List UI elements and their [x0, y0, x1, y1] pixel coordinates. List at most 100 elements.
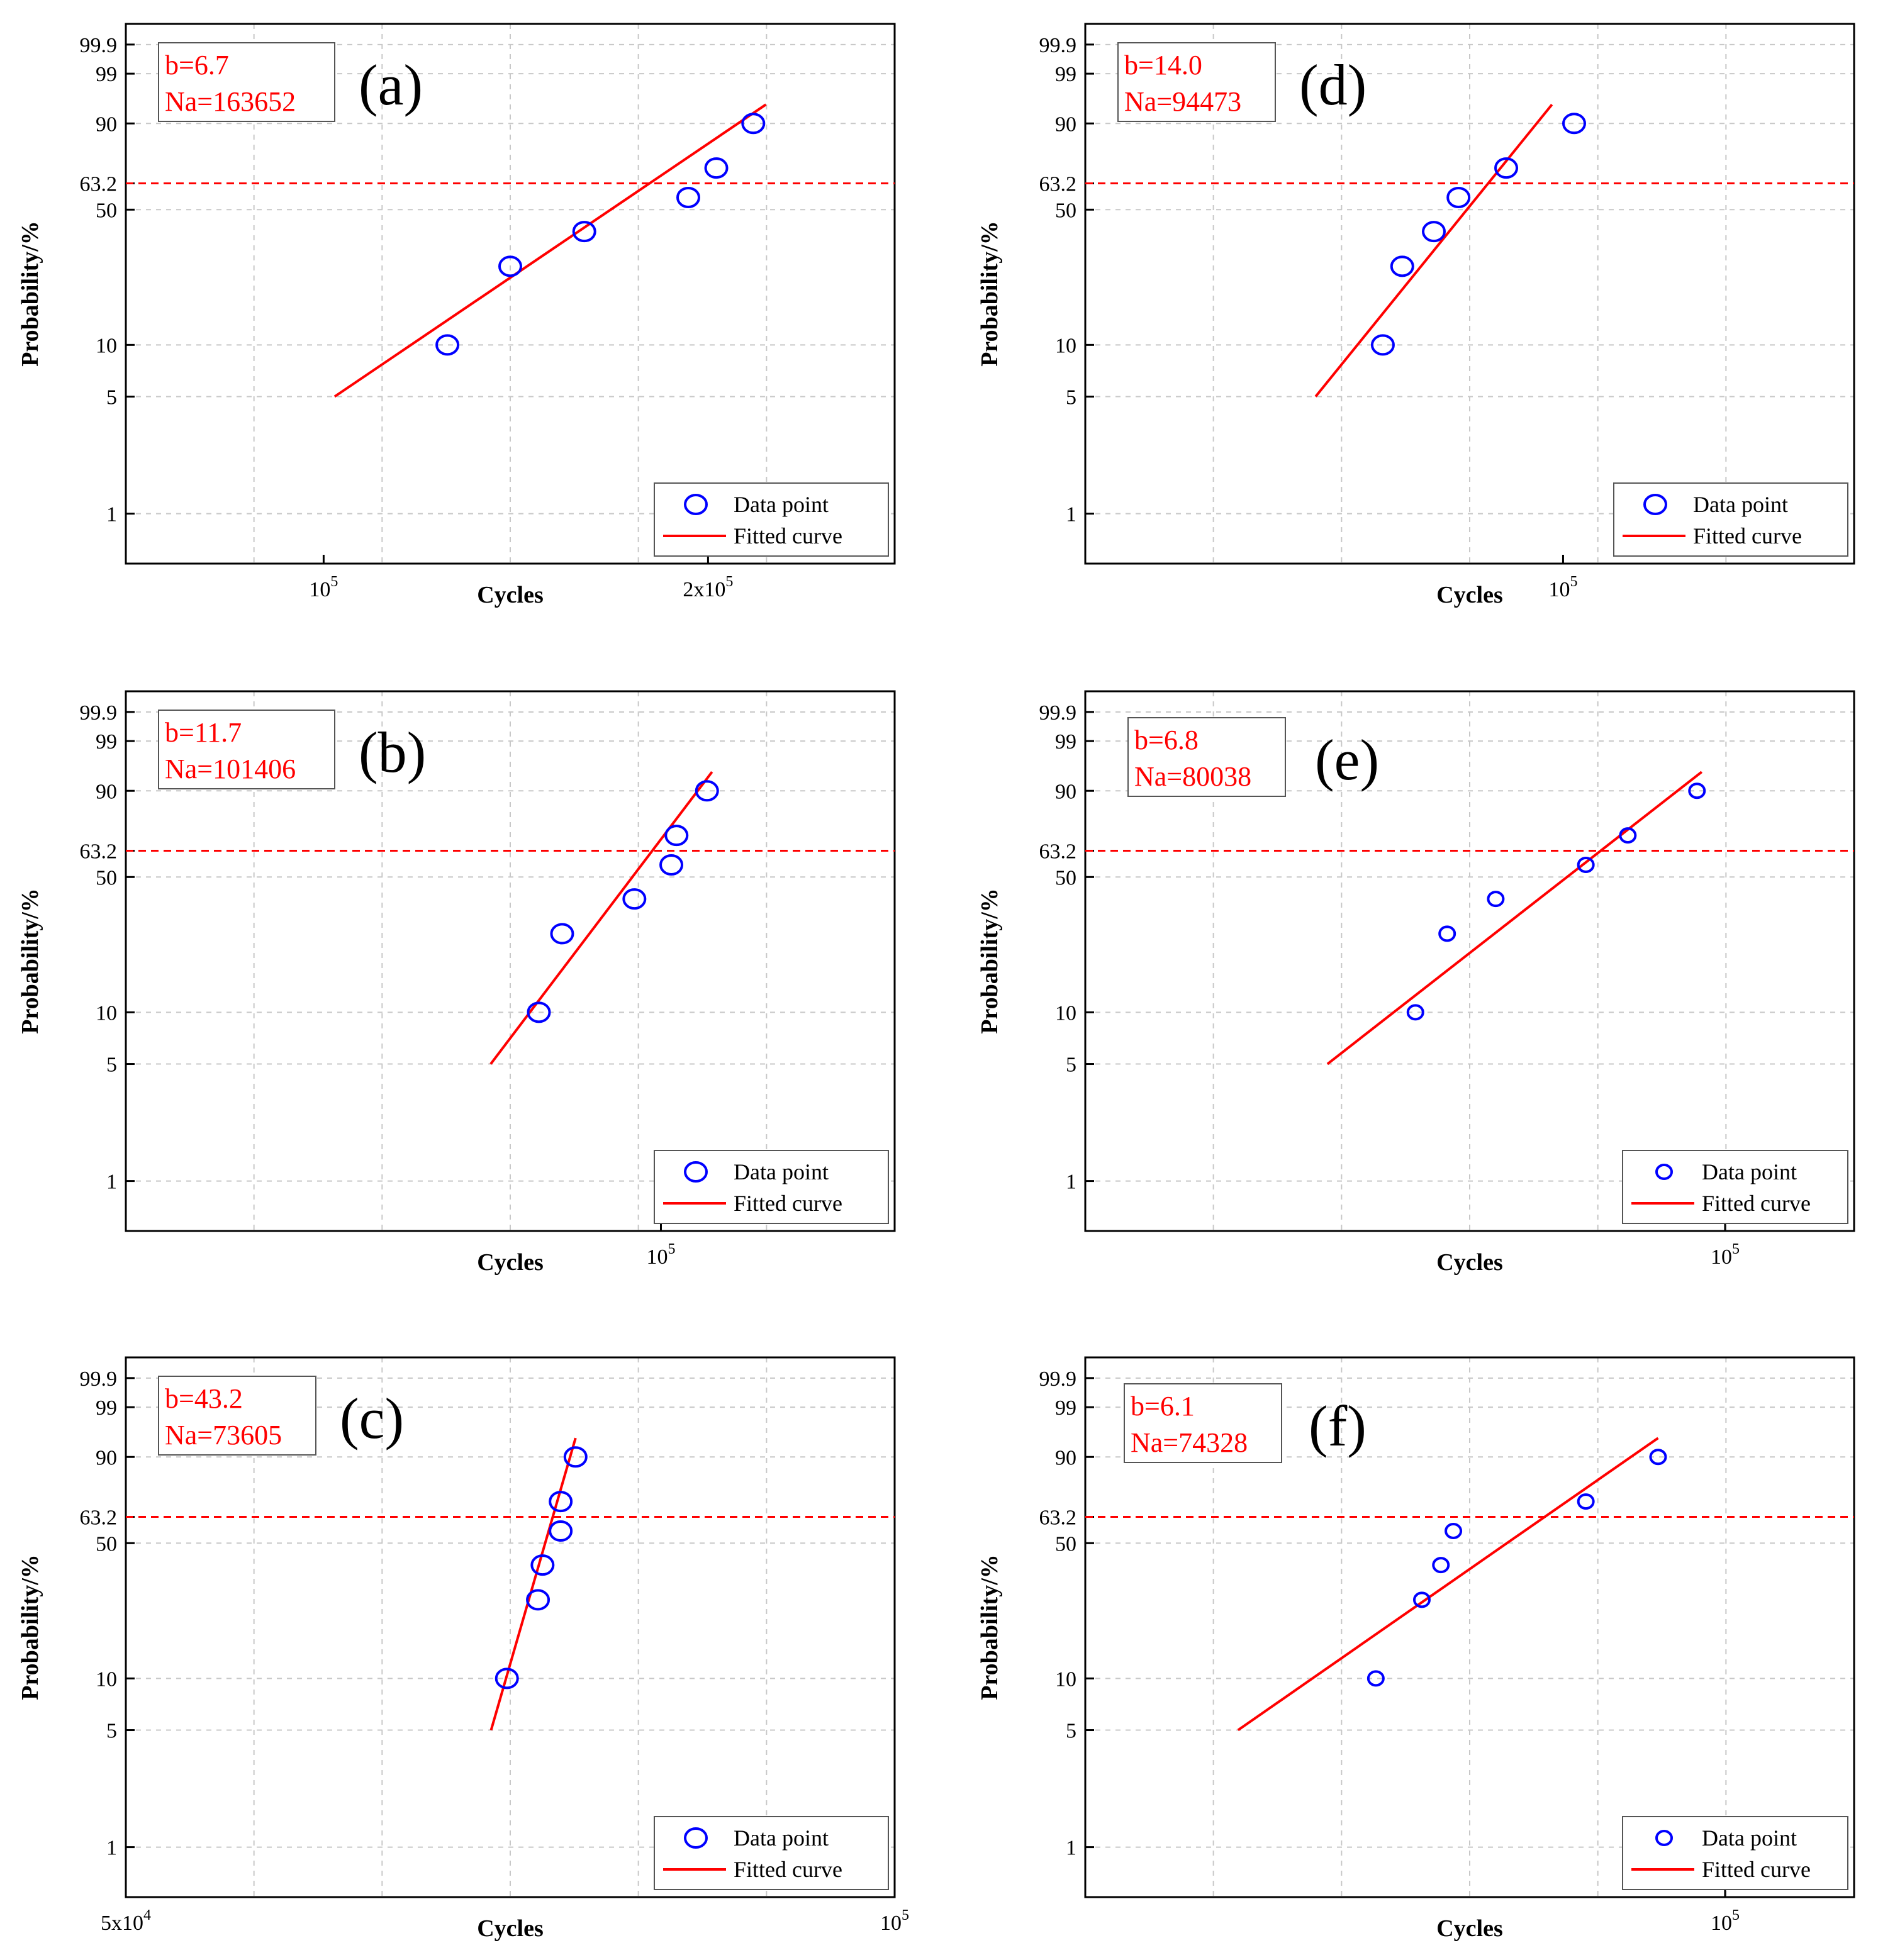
- legend: Data point Fitted curve: [654, 1150, 889, 1224]
- y-tick-label: 1: [1066, 1837, 1076, 1860]
- y-tick-label: 63.2: [80, 1506, 118, 1529]
- legend-data-point-label: Data point: [734, 1825, 829, 1851]
- fitted-curve: [1326, 771, 1703, 1066]
- y-tick-label: 50: [96, 199, 117, 222]
- y-tick-label: 1: [106, 1837, 117, 1860]
- data-point: [1370, 334, 1395, 356]
- chart-panel-f: 1 5 10 50 63.2 90 99 99.9 105 Cycles Probability/%…: [976, 1356, 1855, 1942]
- x-tick-label: 105: [309, 574, 338, 601]
- legend-data-point-marker: [1655, 1830, 1673, 1846]
- legend-data-point-marker: [684, 494, 708, 515]
- data-point: [1412, 1591, 1431, 1608]
- y-tick-label: 10: [1055, 1668, 1076, 1691]
- y-tick-label: 5: [1066, 386, 1076, 409]
- panel-label: (f): [1309, 1394, 1367, 1458]
- data-point: [1406, 1004, 1424, 1021]
- legend-frame: [654, 1816, 889, 1890]
- parameter-box: b=11.7 Na=101406: [158, 710, 335, 789]
- legend-fitted-curve-label: Fitted curve: [1693, 523, 1802, 548]
- legend-fitted-curve-label: Fitted curve: [734, 1191, 842, 1216]
- grid: [1085, 24, 1854, 564]
- legend-data-point-marker: [1643, 494, 1667, 515]
- parameter-box: b=43.2 Na=73605: [158, 1376, 316, 1456]
- grid: [126, 24, 895, 564]
- y-tick-label: 90: [96, 780, 117, 803]
- characteristic-life-label: Na=101406: [165, 754, 296, 784]
- chart-panel-b: 1 5 10 50 63.2 90 99 99.9 105 Cycles Probability/%…: [17, 690, 896, 1276]
- y-tick-label: 50: [1055, 199, 1076, 222]
- parameter-box: b=6.7 Na=163652: [158, 42, 335, 122]
- x-axis-title: Cycles: [1436, 1249, 1503, 1276]
- legend: Data point Fitted curve: [1613, 482, 1848, 557]
- characteristic-life-label: Na=74328: [1131, 1427, 1248, 1458]
- legend-fitted-curve-label: Fitted curve: [734, 523, 842, 548]
- y-tick-label: 5: [106, 1720, 117, 1743]
- data-point: [1367, 1670, 1385, 1687]
- legend: Data point Fitted curve: [1622, 1816, 1848, 1890]
- y-tick-label: 50: [96, 866, 117, 889]
- y-tick-label: 5: [1066, 1054, 1076, 1077]
- data-point: [676, 186, 700, 208]
- x-axis-title: Cycles: [1436, 582, 1503, 608]
- y-axis-title: Probability/%: [17, 1554, 43, 1700]
- plot-frame: [1084, 690, 1855, 1232]
- y-tick-label: 63.2: [80, 840, 118, 863]
- fitted-curve: [1237, 1437, 1659, 1732]
- data-point: [1577, 1493, 1595, 1510]
- data-point: [695, 780, 719, 802]
- shape-parameter-label: b=14.0: [1124, 50, 1202, 81]
- legend: Data point Fitted curve: [654, 482, 889, 557]
- x-axis-title: Cycles: [1436, 1915, 1503, 1942]
- y-tick-label: 5: [1066, 1720, 1076, 1743]
- shape-parameter-label: b=11.7: [165, 717, 242, 748]
- data-point: [1562, 113, 1587, 135]
- legend-data-point-marker: [684, 1161, 708, 1183]
- legend-data-point-label: Data point: [1693, 492, 1788, 517]
- y-tick-label: 99.9: [80, 701, 118, 725]
- chart-panel-d: 1 5 10 50 63.2 90 99 99.9 105 Cycles Probability/%…: [976, 23, 1855, 608]
- y-axis-title: Probability/%: [976, 888, 1003, 1034]
- data-point: [741, 113, 766, 135]
- y-tick-label: 1: [1066, 503, 1076, 526]
- plot-frame: [1084, 23, 1855, 565]
- y-tick-label: 90: [96, 113, 117, 136]
- data-point: [1390, 255, 1414, 277]
- grid: [126, 1357, 895, 1897]
- parameter-box-frame: [1127, 717, 1286, 797]
- shape-parameter-label: b=6.8: [1134, 725, 1199, 755]
- x-axis-title: Cycles: [477, 582, 544, 608]
- x-tick-label: 105: [1711, 1907, 1740, 1935]
- legend-fitted-curve-label: Fitted curve: [734, 1857, 842, 1882]
- data-point: [550, 923, 574, 945]
- data-point: [572, 221, 596, 243]
- data-point: [563, 1446, 588, 1468]
- y-axis-title: Probability/%: [17, 888, 43, 1034]
- chart-panel-c: 1 5 10 50 63.2 90 99 99.9 5x104 105 Cycles Probabil…: [17, 1356, 909, 1942]
- parameter-box: b=14.0 Na=94473: [1117, 42, 1276, 122]
- parameter-box-frame: [158, 710, 335, 789]
- parameter-box-frame: [158, 42, 335, 122]
- panel-label: (b): [359, 720, 426, 784]
- y-tick-label: 99.9: [1039, 34, 1077, 57]
- legend-data-point-label: Data point: [1702, 1825, 1797, 1851]
- data-point: [526, 1589, 551, 1611]
- y-tick-label: 10: [1055, 334, 1076, 357]
- shape-parameter-label: b=43.2: [165, 1383, 243, 1414]
- data-point: [1577, 856, 1595, 873]
- panel-label: (d): [1299, 53, 1367, 117]
- data-point: [622, 888, 647, 910]
- parameter-box: b=6.8 Na=80038: [1127, 717, 1286, 797]
- y-tick-label: 90: [96, 1446, 117, 1469]
- fitted-curve: [489, 771, 713, 1065]
- data-point: [1445, 1522, 1463, 1539]
- y-tick-label: 90: [1055, 113, 1076, 136]
- data-point: [1649, 1449, 1667, 1466]
- data-point: [1432, 1557, 1450, 1574]
- y-tick-label: 99.9: [1039, 701, 1077, 725]
- plot-frame: [125, 1356, 896, 1898]
- y-tick-label: 99.9: [1039, 1367, 1077, 1391]
- grid: [1085, 1357, 1854, 1897]
- shape-parameter-label: b=6.1: [1131, 1391, 1195, 1422]
- characteristic-life-label: Na=73605: [165, 1420, 282, 1451]
